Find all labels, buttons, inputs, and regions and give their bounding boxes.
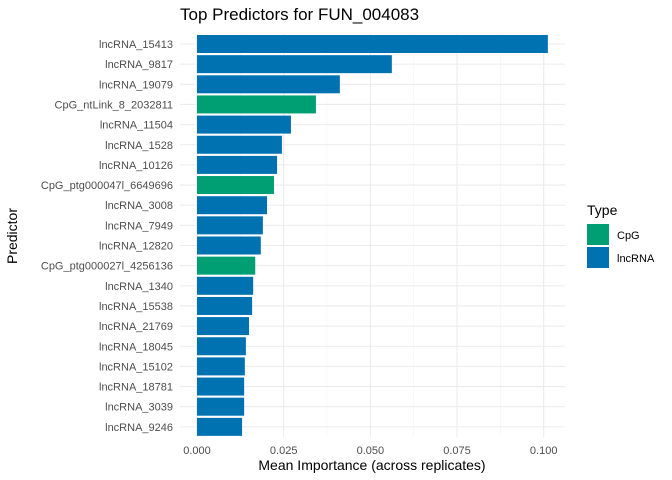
x-tick-label: 0.050 — [357, 445, 385, 457]
bar-CpG_ptg000027l_4256136 — [197, 256, 256, 275]
bar-lncRNA_12820 — [197, 236, 261, 255]
bar-lncRNA_7949 — [197, 216, 263, 235]
x-tick-labels: 0.000 0.025 0.050 0.075 0.100 — [183, 445, 557, 457]
legend-label: CpG — [617, 230, 640, 242]
bar-lncRNA_9817 — [197, 55, 392, 74]
y-tick-label: lncRNA_7949 — [105, 220, 173, 232]
bar-lncRNA_21769 — [197, 317, 250, 336]
bars — [197, 35, 548, 436]
y-tick-label: CpG_ntLink_8_2032811 — [55, 99, 173, 111]
chart-title: Top Predictors for FUN_004083 — [180, 5, 419, 24]
y-tick-label: lncRNA_1340 — [105, 281, 173, 293]
x-tick-label: 0.025 — [270, 445, 298, 457]
y-tick-label: CpG_ptg000047l_6649696 — [41, 180, 173, 192]
bar-lncRNA_3008 — [197, 196, 268, 215]
y-tick-labels: lncRNA_15413 lncRNA_9817 lncRNA_19079 CpG_n… — [41, 39, 173, 434]
bar-lncRNA_18781 — [197, 377, 245, 396]
bar-lncRNA_19079 — [197, 75, 340, 94]
bar-lncRNA_10126 — [197, 155, 278, 174]
y-tick-label: lncRNA_9817 — [105, 59, 173, 71]
y-tick-label: lncRNA_10126 — [99, 160, 173, 172]
bar-lncRNA_11504 — [197, 115, 291, 134]
y-tick-label: lncRNA_15413 — [99, 39, 173, 51]
y-tick-label: lncRNA_21769 — [99, 321, 173, 333]
y-axis-label: Predictor — [4, 208, 20, 264]
bar-lncRNA_15413 — [197, 35, 548, 53]
y-tick-label: lncRNA_18781 — [99, 382, 173, 394]
bar-CpG_ntLink_8_2032811 — [197, 95, 316, 114]
bar-lncRNA_9246 — [197, 417, 243, 436]
y-tick-label: lncRNA_15102 — [99, 361, 173, 373]
grid — [180, 34, 565, 437]
y-tick-label: lncRNA_12820 — [99, 241, 173, 253]
bar-CpG_ptg000047l_6649696 — [197, 176, 274, 195]
y-tick-label: lncRNA_3008 — [105, 200, 173, 212]
bar-lncRNA_3039 — [197, 397, 245, 416]
legend-title: Type — [587, 202, 618, 218]
x-tick-label: 0.000 — [183, 445, 211, 457]
y-tick-label: CpG_ptg000027l_4256136 — [41, 261, 173, 273]
legend: Type CpG lncRNA — [587, 202, 655, 268]
legend-key-CpG — [587, 224, 609, 245]
legend-key-lncRNA — [587, 247, 609, 268]
x-tick-label: 0.100 — [530, 445, 558, 457]
bar-lncRNA_18045 — [197, 337, 246, 356]
bar-lncRNA_15538 — [197, 296, 253, 315]
legend-label: lncRNA — [617, 253, 655, 265]
y-tick-label: lncRNA_1528 — [105, 140, 173, 152]
y-tick-label: lncRNA_15538 — [99, 301, 173, 313]
bar-lncRNA_15102 — [197, 357, 245, 376]
y-tick-label: lncRNA_9246 — [105, 422, 173, 434]
x-tick-label: 0.075 — [443, 445, 471, 457]
bar-lncRNA_1528 — [197, 135, 282, 154]
x-axis-label: Mean Importance (across replicates) — [258, 457, 485, 473]
y-tick-label: lncRNA_18045 — [99, 341, 173, 353]
y-tick-label: lncRNA_19079 — [99, 79, 173, 91]
y-tick-label: lncRNA_3039 — [105, 402, 173, 414]
bar-lncRNA_1340 — [197, 276, 254, 295]
y-tick-label: lncRNA_11504 — [100, 120, 173, 132]
